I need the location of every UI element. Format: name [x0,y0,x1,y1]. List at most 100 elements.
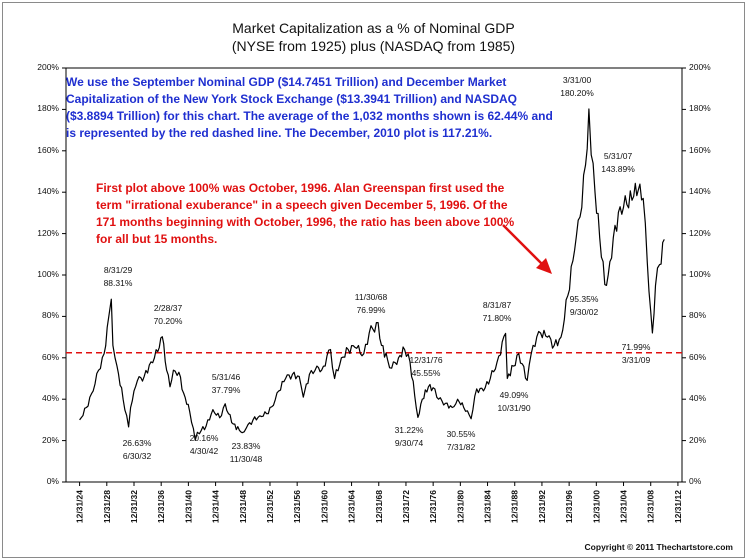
annotation-label: 5/31/07 143.89% [601,150,635,176]
x-tick-label: 12/31/84 [483,490,493,523]
annotation-line-1: 5/31/07 [603,151,633,161]
annotation-label: 49.09% 10/31/90 [497,389,530,415]
y-tick-label-right: 140% [689,186,711,197]
annotation-label: 11/30/68 76.99% [355,291,387,317]
y-tick-label-left: 180% [37,103,59,114]
y-tick-label-left: 0% [46,476,59,486]
annotation-line-2: 3/31/09 [621,355,651,365]
annotation-line-2: 143.89% [601,164,635,174]
chart-title: Market Capitalization as a % of Nominal … [232,20,515,36]
y-tick-label-left: 120% [37,227,59,238]
annotation-line-1: 95.35% [569,294,599,304]
y-tick-label-right: 60% [689,351,707,362]
annotation-label: 20.16% 4/30/42 [190,432,219,458]
x-tick-label: 12/31/76 [428,490,438,523]
y-tick-label-left: 100% [37,269,59,279]
x-tick-label: 12/31/44 [211,490,221,523]
annotation-line-2: 7/31/82 [446,442,476,452]
x-tick-label: 12/31/36 [156,490,166,523]
y-tick-label-right: 180% [689,103,711,114]
x-tick-label: 12/31/24 [75,490,85,523]
annotation-line-1: 31.22% [394,425,424,435]
annotation-line-1: 8/31/87 [482,300,512,310]
annotation-arrowhead [536,258,552,274]
x-tick-label: 12/31/64 [347,490,357,523]
annotation-line-2: 37.79% [211,385,241,395]
x-tick-label: 12/31/12 [673,490,683,523]
annotation-label: 3/31/00 180.20% [560,74,594,100]
y-tick-label-right: 20% [689,434,707,445]
x-tick-label: 12/31/60 [319,490,329,523]
y-tick-label-left: 140% [37,186,59,197]
annotation-label: 8/31/87 71.80% [483,299,512,325]
x-tick-label: 12/31/32 [129,490,139,523]
annotation-line-1: 11/30/68 [354,292,388,302]
annotation-label: 30.55% 7/31/82 [447,428,476,454]
chart-note-red: First plot above 100% was October, 1996.… [96,181,515,246]
annotation-line-2: 4/30/42 [189,446,219,456]
annotation-line-1: 23.83% [231,441,261,451]
y-tick-label-left: 160% [37,144,59,155]
annotation-line-2: 11/30/48 [229,454,263,464]
annotation-label: 8/31/29 88.31% [104,264,133,290]
annotation-line-1: 26.63% [122,438,152,448]
annotation-line-2: 9/30/02 [569,307,599,317]
annotation-line-2: 10/31/90 [497,403,531,413]
x-tick-label: 12/31/28 [102,490,112,523]
x-tick-label: 12/31/56 [292,490,302,523]
annotation-label: 71.99% 3/31/09 [622,341,651,367]
copyright-text: Copyright © 2011 Thechartstore.com [584,542,733,552]
x-tick-label: 12/31/72 [401,490,411,523]
y-tick-label-right: 200% [689,62,711,72]
y-tick-label-left: 40% [41,393,59,404]
x-tick-label: 12/31/40 [183,490,193,523]
annotation-line-1: 3/31/00 [562,75,592,85]
annotation-line-2: 9/30/74 [394,438,424,448]
annotation-line-1: 8/31/29 [103,265,133,275]
annotation-label: 23.83% 11/30/48 [230,440,262,466]
x-tick-label: 12/31/08 [646,490,656,523]
x-tick-label: 12/31/92 [537,490,547,523]
x-tick-label: 12/31/48 [238,490,248,523]
annotation-line-2: 70.20% [153,316,183,326]
annotation-arrow [502,224,547,269]
x-tick-label: 12/31/68 [374,490,384,523]
annotation-label: 2/28/37 70.20% [154,302,183,328]
y-tick-label-right: 0% [689,476,702,486]
y-tick-label-right: 120% [689,227,711,238]
y-tick-label-left: 200% [37,62,59,72]
x-tick-label: 12/31/96 [564,490,574,523]
x-tick-label: 12/31/00 [591,490,601,523]
y-tick-label-right: 80% [689,310,707,321]
annotation-line-1: 2/28/37 [153,303,183,313]
annotation-label: 12/31/76 45.55% [409,354,442,380]
x-tick-label: 12/31/52 [265,490,275,523]
annotation-line-1: 30.55% [446,429,476,439]
x-tick-label: 12/31/88 [510,490,520,523]
annotation-label: 26.63% 6/30/32 [123,437,152,463]
y-tick-label-left: 60% [41,351,59,362]
annotation-line-2: 6/30/32 [122,451,152,461]
annotation-line-2: 180.20% [560,88,594,98]
y-tick-label-left: 20% [41,434,59,445]
annotation-line-2: 45.55% [411,368,441,378]
annotation-line-1: 71.99% [621,342,651,352]
y-tick-label-left: 80% [41,310,59,321]
annotation-line-1: 49.09% [499,390,529,400]
annotation-line-1: 20.16% [189,433,219,443]
annotation-line-2: 71.80% [482,313,512,323]
y-tick-label-right: 100% [689,269,711,279]
annotation-line-2: 76.99% [356,305,386,315]
y-tick-label-right: 160% [689,144,711,155]
chart-note-blue: We use the September Nominal GDP ($14.74… [66,75,553,140]
annotation-line-2: 88.31% [103,278,133,288]
chart-subtitle: (NYSE from 1925) plus (NASDAQ from 1985) [231,38,516,54]
annotation-line-1: 5/31/46 [211,372,241,382]
annotation-line-1: 12/31/76 [409,355,443,365]
y-tick-label-right: 40% [689,393,707,404]
annotation-label: 31.22% 9/30/74 [395,424,424,450]
series-line [79,108,665,441]
x-tick-label: 12/31/04 [619,490,629,523]
annotation-label: 95.35% 9/30/02 [570,293,599,319]
